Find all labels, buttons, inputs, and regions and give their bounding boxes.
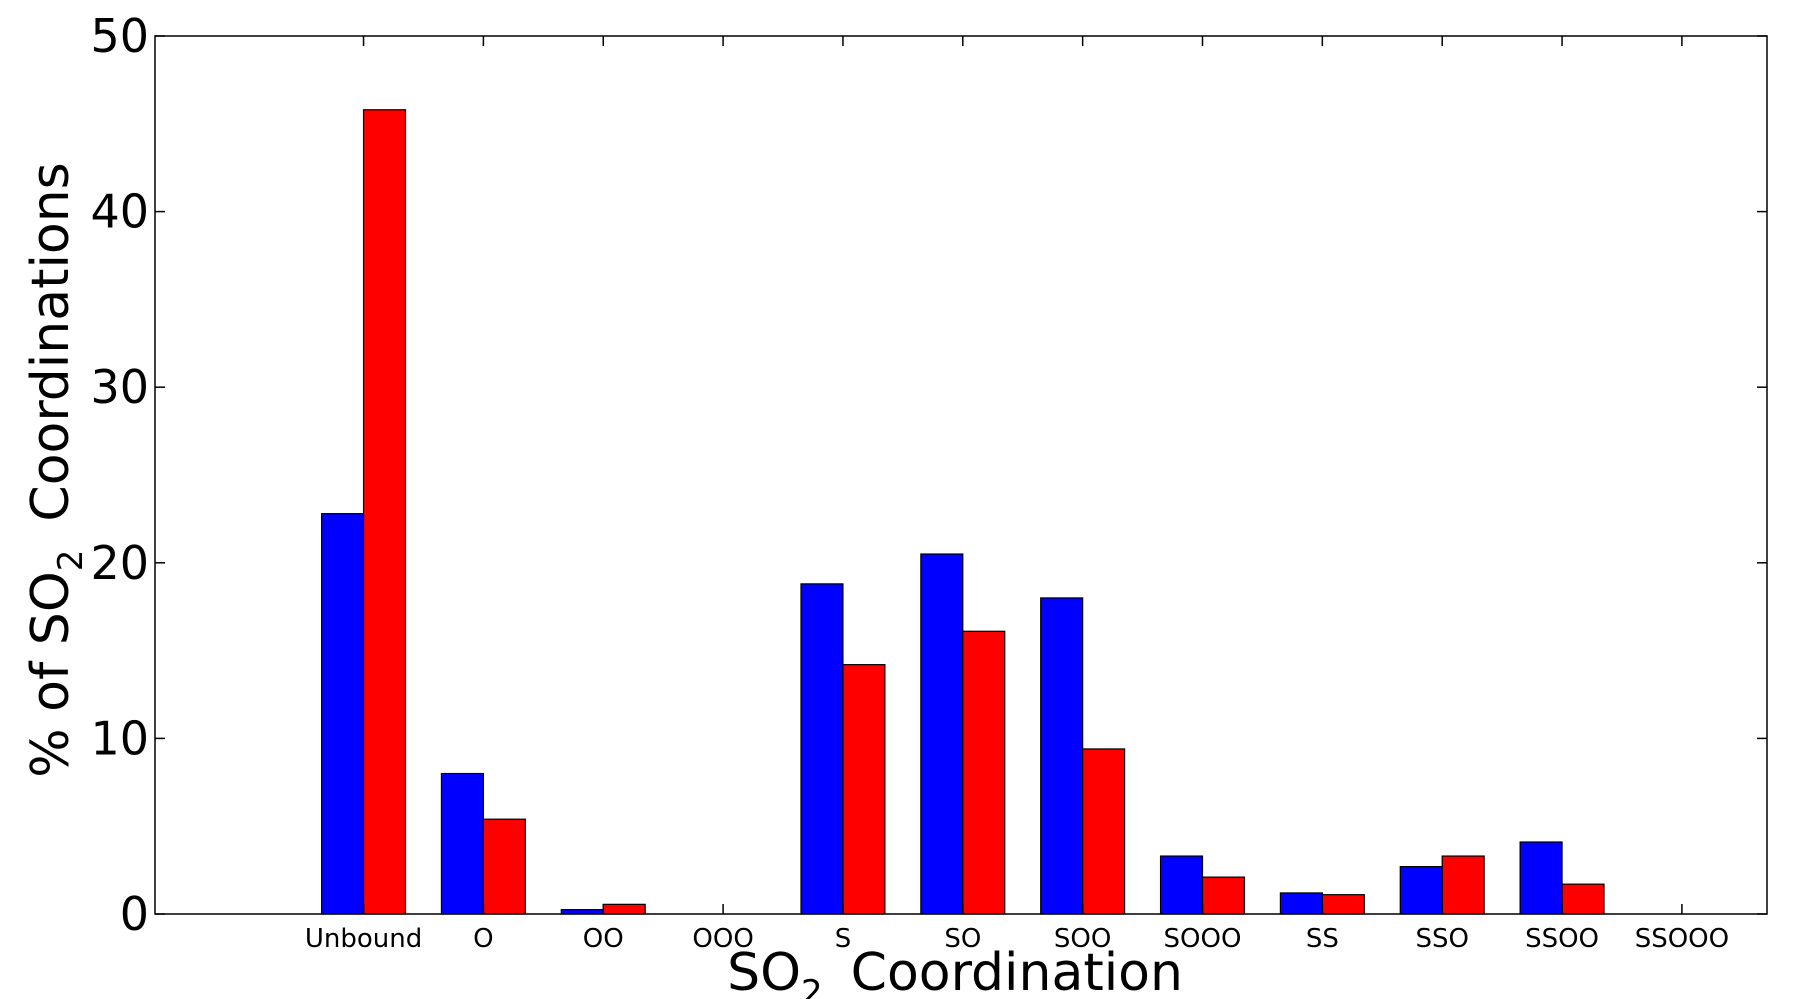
y-axis-title-main: % of SO: [21, 571, 81, 778]
x-tick-label: SSOOO: [1635, 924, 1729, 954]
x-axis-title-main: SO: [727, 943, 801, 999]
x-tick-label: OO: [583, 924, 624, 954]
y-tick-label: 30: [90, 360, 149, 414]
x-axis-title: SO2 Coordination: [727, 943, 1183, 999]
y-axis: 0 10 20 30 40 50: [90, 9, 1767, 941]
bar-sooo-series-2: [1201, 876, 1246, 915]
bar-soo-series-2: [1082, 748, 1126, 915]
bar-o-series-2: [482, 818, 526, 915]
bar-sooo-series-1: [1159, 855, 1204, 915]
y-axis-title-rest: Coordinations: [21, 162, 81, 521]
x-tick-label: S: [835, 924, 852, 954]
bar-ss-series-2: [1321, 894, 1365, 915]
x-tick-label: SOOO: [1164, 924, 1242, 954]
x-tick-label: SO: [944, 924, 981, 954]
bar-so-series-1: [920, 553, 964, 915]
bars-group: [320, 109, 1605, 915]
bar-ssoo-series-1: [1519, 841, 1563, 915]
x-tick-label: SS: [1306, 924, 1339, 954]
bar-s-series-1: [800, 583, 844, 915]
x-tick-label: SSOO: [1525, 924, 1599, 954]
x-tick-label: Unbound: [305, 924, 422, 954]
bar-sso-series-2: [1441, 855, 1485, 915]
bar-s-series-2: [842, 664, 886, 915]
bar-ssoo-series-2: [1561, 883, 1605, 915]
y-tick-label: 0: [120, 887, 149, 941]
bar-o-series-1: [440, 772, 484, 915]
bar-sso-series-1: [1399, 865, 1443, 915]
y-axis-title-subscript: 2: [51, 550, 91, 572]
y-tick-label: 50: [90, 9, 149, 63]
plot-frame: [154, 35, 1768, 915]
y-axis-title: % of SO2 Coordinations: [21, 162, 91, 778]
bar-unbound-series-1: [320, 513, 365, 915]
y-tick-label: 40: [90, 185, 149, 239]
x-axis: Unbound O OO OOO S SO SOO SOOO SS SSO SSOO SSOOO: [305, 36, 1729, 954]
x-axis-title-rest: Coordination: [851, 943, 1183, 999]
bar-oo-series-2: [602, 903, 646, 915]
bar-so-series-2: [962, 630, 1006, 915]
bar-unbound-series-2: [362, 109, 407, 915]
y-tick-label: 10: [90, 711, 149, 765]
x-axis-title-subscript: 2: [801, 973, 823, 999]
x-tick-label: O: [473, 924, 493, 954]
bar-ss-series-1: [1279, 892, 1323, 915]
x-tick-label: SSO: [1415, 924, 1468, 954]
x-tick-label: SOO: [1054, 924, 1111, 954]
y-tick-label: 20: [90, 536, 149, 590]
x-tick-label: OOO: [692, 924, 753, 954]
bar-soo-series-1: [1040, 597, 1084, 915]
